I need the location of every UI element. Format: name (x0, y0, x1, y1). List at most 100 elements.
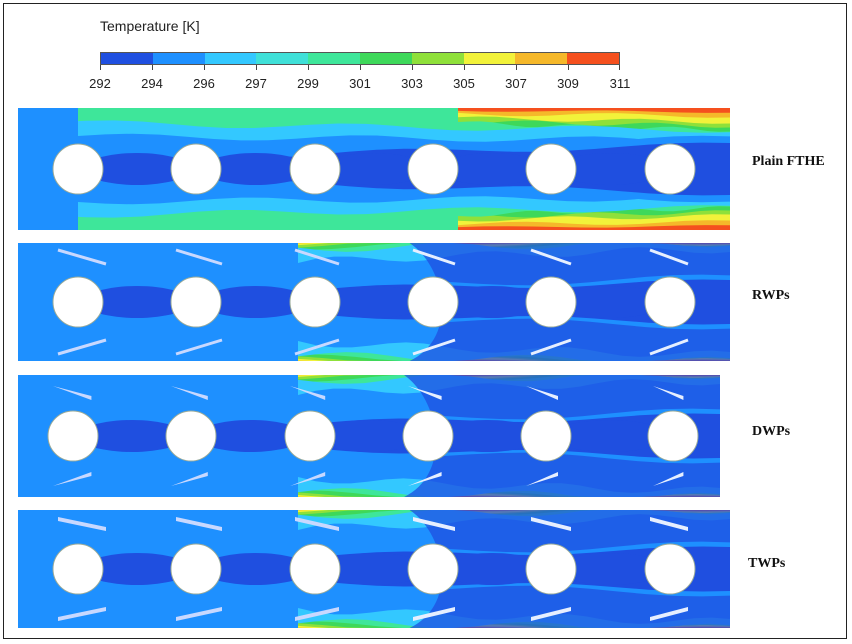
tube-circle (289, 143, 341, 195)
case-label-plain: Plain FTHE (752, 154, 825, 169)
case-label-twps: TWPs (748, 556, 786, 571)
tube-circle (289, 543, 341, 595)
contour-wake (556, 286, 665, 318)
winglet-top (649, 248, 689, 266)
winglet-bottom (526, 472, 558, 486)
colorbar-tick-mark (360, 65, 361, 70)
winglet-bottom (649, 338, 689, 356)
tube-circle (644, 543, 696, 595)
winglet-top (530, 248, 572, 266)
tube-circle (525, 276, 577, 328)
tube-circle (525, 143, 577, 195)
colorbar-tick-mark (516, 65, 517, 70)
winglet-bottom (294, 338, 340, 356)
colorbar-tick-marks (100, 65, 620, 70)
tube-circle (520, 410, 572, 462)
contour-panel-twps (18, 510, 730, 628)
winglet-top (408, 386, 442, 400)
colorbar-tick-mark (152, 65, 153, 70)
case-label-dwps: DWPs (752, 424, 791, 439)
colorbar-tick-mark (568, 65, 569, 70)
case-label-rwps: RWPs (752, 288, 790, 303)
winglet-bottom (171, 472, 208, 486)
contour-svg (18, 243, 730, 361)
colorbar-tick-labels: 292 294 296 297 299 301 303 305 307 309 311 (89, 76, 630, 94)
contour-panel-dwps (18, 375, 720, 497)
winglet-bottom (58, 607, 106, 621)
colorbar-segment (204, 53, 257, 64)
winglet-bottom (176, 607, 222, 621)
colorbar-tick-label: 305 (453, 76, 475, 91)
winglet-top (175, 248, 223, 266)
winglet-top (176, 517, 222, 531)
colorbar-tick-mark (204, 65, 205, 70)
colorbar-segment (359, 53, 412, 64)
winglet-bottom (290, 472, 326, 486)
contour-wake (201, 153, 310, 185)
winglet-top (650, 517, 688, 531)
contour-wake (556, 553, 665, 585)
colorbar-tick-label: 309 (557, 76, 579, 91)
contour-wake (433, 420, 541, 452)
colorbar-segment (101, 53, 153, 64)
contour-wake (201, 553, 310, 585)
contour-wake (320, 286, 428, 318)
contour-svg (18, 108, 730, 230)
tube-circle (170, 543, 222, 595)
colorbar-tick-mark (256, 65, 257, 70)
tube-circle (644, 276, 696, 328)
winglet-top (294, 248, 340, 266)
contour-wake (201, 286, 310, 318)
winglet-bottom (57, 338, 107, 356)
colorbar-tick-mark (619, 65, 620, 70)
winglet-top (653, 386, 684, 400)
colorbar-tick-label: 299 (297, 76, 319, 91)
contour-svg (18, 510, 730, 628)
colorbar-tick-mark (100, 65, 101, 70)
tube-circle (52, 543, 104, 595)
contour-wake (551, 420, 668, 452)
contour-wake (83, 286, 191, 318)
winglet-top (526, 386, 558, 400)
contour-wake (320, 153, 428, 185)
winglet-bottom (413, 607, 455, 621)
winglet-top (58, 517, 106, 531)
colorbar-tick-label: 311 (609, 76, 631, 91)
colorbar-segment (411, 53, 464, 64)
tube-circle (407, 543, 459, 595)
figure-frame (3, 3, 847, 639)
contour-wake (320, 553, 428, 585)
tube-circle (170, 276, 222, 328)
contour-panel-plain (18, 108, 730, 230)
contour-wake (315, 420, 423, 452)
contour-wake (83, 553, 191, 585)
colorbar-tick-label: 292 (89, 76, 111, 91)
colorbar-tick-mark (464, 65, 465, 70)
winglet-top (531, 517, 571, 531)
colorbar-tick-label: 307 (505, 76, 527, 91)
colorbar-tick-label: 301 (349, 76, 371, 91)
contour-wake (438, 153, 546, 185)
contour-wake (78, 420, 186, 452)
winglet-top (57, 248, 107, 266)
colorbar-segment (256, 53, 309, 64)
tube-circle (407, 143, 459, 195)
legend-title: Temperature [K] (100, 18, 200, 34)
winglet-top (171, 386, 208, 400)
contour-wake (438, 553, 546, 585)
temperature-colorbar (100, 52, 620, 65)
colorbar-tick-mark (412, 65, 413, 70)
tube-circle (47, 410, 99, 462)
tube-circle (284, 410, 336, 462)
contour-wake (83, 153, 191, 185)
colorbar-segment (515, 53, 568, 64)
tube-circle (170, 143, 222, 195)
colorbar-segment (308, 53, 360, 64)
colorbar-tick-label: 296 (193, 76, 215, 91)
winglet-bottom (531, 607, 571, 621)
tube-circle (644, 143, 696, 195)
colorbar-tick-mark (308, 65, 309, 70)
winglet-top (295, 517, 339, 531)
tube-circle (52, 276, 104, 328)
tube-circle (52, 143, 104, 195)
